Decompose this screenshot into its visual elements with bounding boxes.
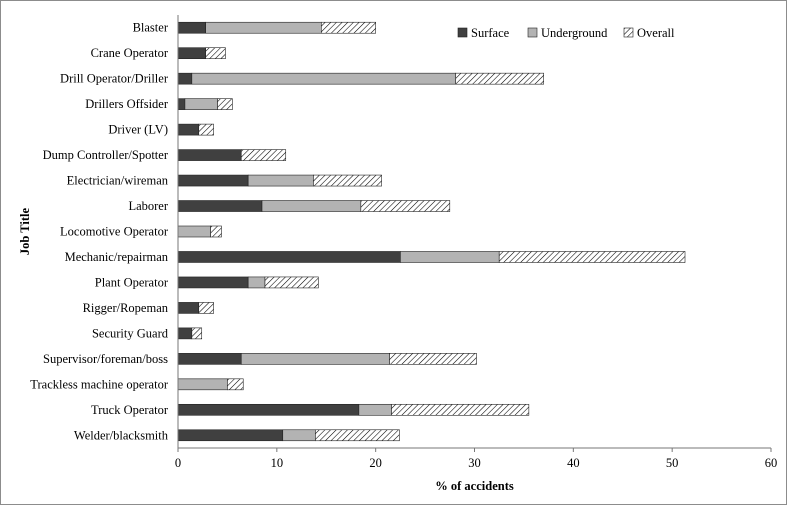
bar-drill-operator-driller-underground — [191, 72, 457, 85]
bar-driver-lv-surface — [177, 123, 200, 136]
category-label: Security Guard — [92, 326, 169, 340]
bar-truck-operator-underground — [358, 403, 392, 416]
category-label: Locomotive Operator — [60, 225, 169, 239]
legend: Surface Underground Overall — [457, 26, 675, 40]
bar-welder-blacksmith-surface — [177, 429, 284, 442]
bar-laborer-surface — [177, 200, 263, 212]
bar-dump-controller-spotter-overall — [240, 149, 287, 161]
bar-plant-operator-surface — [177, 276, 249, 289]
bar-electrician-wireman-underground — [247, 174, 314, 187]
legend-swatch-underground — [527, 27, 538, 38]
bar-drillers-offsider-overall — [217, 98, 233, 110]
bar-welder-blacksmith-overall — [315, 429, 400, 442]
y-axis-title: Job Title — [18, 207, 32, 255]
category-label: Blaster — [133, 21, 169, 35]
bar-truck-operator-overall — [391, 403, 530, 416]
bar-truck-operator-surface — [177, 403, 360, 416]
bar-driver-lv-overall — [198, 123, 214, 136]
bar-mechanic-repairman-underground — [400, 251, 500, 263]
bar-laborer-underground — [261, 200, 362, 212]
x-axis-title: % of accidents — [435, 479, 514, 493]
bar-dump-controller-spotter-surface — [177, 149, 242, 161]
bar-locomotive-operator-underground — [177, 225, 211, 238]
legend-label-underground: Underground — [541, 26, 608, 40]
x-tick-label: 0 — [175, 456, 181, 470]
category-label: Truck Operator — [91, 403, 169, 417]
bar-supervisor-foreman-boss-overall — [389, 353, 477, 365]
category-label: Driver (LV) — [108, 123, 168, 137]
bar-drillers-offsider-surface — [177, 98, 186, 110]
bar-laborer-overall — [360, 200, 451, 212]
legend-swatch-overall — [623, 27, 634, 38]
category-label: Dump Controller/Spotter — [43, 148, 169, 162]
bar-security-guard-overall — [191, 327, 203, 340]
x-tick-label: 40 — [567, 456, 580, 470]
bar-rigger-ropeman-surface — [177, 302, 200, 314]
bar-plant-operator-overall — [264, 276, 319, 289]
bar-plant-operator-underground — [247, 276, 266, 289]
bar-blaster-underground — [205, 21, 322, 34]
x-tick-label: 30 — [468, 456, 481, 470]
x-tick-labels: 0 10 20 30 40 50 60 — [175, 448, 777, 470]
bar-supervisor-foreman-boss-surface — [177, 353, 242, 365]
category-label: Drill Operator/Driller — [60, 72, 169, 86]
x-tick-label: 20 — [369, 456, 382, 470]
category-label: Drillers Offsider — [85, 97, 169, 111]
bar-trackless-machine-operator-underground — [177, 378, 228, 391]
bar-crane-operator-surface — [177, 47, 206, 60]
x-tick-label: 10 — [271, 456, 284, 470]
category-label: Crane Operator — [91, 46, 169, 60]
x-tick-label: 60 — [765, 456, 778, 470]
bar-security-guard-surface — [177, 327, 193, 340]
legend-label-overall: Overall — [637, 26, 675, 40]
bar-rigger-ropeman-overall — [198, 302, 214, 314]
bar-crane-operator-overall — [205, 47, 226, 60]
category-label: Electrician/wireman — [67, 174, 169, 188]
bar-blaster-overall — [321, 21, 376, 34]
x-tick-label: 50 — [666, 456, 679, 470]
bar-electrician-wireman-surface — [177, 174, 249, 187]
bar-mechanic-repairman-overall — [498, 251, 686, 263]
legend-label-surface: Surface — [471, 26, 510, 40]
bar-supervisor-foreman-boss-underground — [240, 353, 390, 365]
bars-group — [177, 21, 686, 442]
category-label: Supervisor/foreman/boss — [43, 352, 168, 366]
category-label: Laborer — [128, 199, 168, 213]
bar-drillers-offsider-underground — [184, 98, 218, 110]
bar-blaster-surface — [177, 21, 206, 34]
bar-drill-operator-driller-surface — [177, 72, 193, 85]
category-label: Mechanic/repairman — [65, 250, 169, 264]
bar-mechanic-repairman-surface — [177, 251, 401, 263]
legend-swatch-surface — [457, 27, 468, 38]
bar-welder-blacksmith-underground — [282, 429, 316, 442]
bar-electrician-wireman-overall — [313, 174, 382, 187]
category-labels: Blaster Crane Operator Drill Operator/Dril… — [30, 21, 169, 443]
category-label: Rigger/Ropeman — [83, 301, 169, 315]
bar-drill-operator-driller-overall — [455, 72, 544, 85]
bar-locomotive-operator-overall — [210, 225, 222, 238]
category-label: Welder/blacksmith — [74, 428, 169, 442]
category-label: Plant Operator — [95, 275, 169, 289]
category-label: Trackless machine operator — [30, 377, 169, 391]
bar-trackless-machine-operator-overall — [227, 378, 244, 391]
